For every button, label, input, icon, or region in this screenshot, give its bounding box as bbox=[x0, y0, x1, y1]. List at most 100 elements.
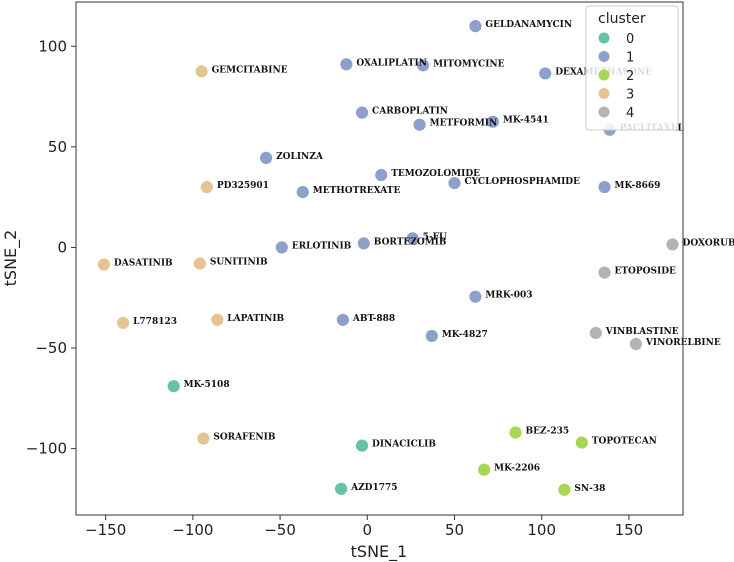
plot-frame bbox=[75, 1, 684, 516]
point-label: DASATINIB bbox=[114, 259, 173, 269]
point-label: PD325901 bbox=[217, 181, 269, 191]
legend-marker-0 bbox=[598, 32, 610, 44]
x-tick-label: 50 bbox=[445, 521, 464, 539]
legend-label-3: 3 bbox=[626, 88, 634, 103]
y-tick-label: 0 bbox=[57, 238, 67, 256]
x-axis-label: tSNE_1 bbox=[351, 542, 408, 562]
point-mk-8669 bbox=[597, 180, 612, 194]
x-tick-label: −100 bbox=[172, 521, 213, 539]
point-dexamethasone bbox=[538, 66, 553, 81]
point-cyclophosphamide bbox=[447, 176, 462, 190]
point-mk-5108 bbox=[166, 379, 181, 394]
point-pd325901 bbox=[199, 180, 214, 194]
point-label: ETOPOSIDE bbox=[615, 267, 677, 277]
point-lapatinib bbox=[210, 312, 225, 327]
legend-entries: 0 1 2 3 4 bbox=[598, 32, 634, 121]
legend-label-2: 2 bbox=[626, 69, 634, 84]
point-geldanamycin bbox=[468, 19, 483, 34]
point-label: GELDANAMYCIN bbox=[485, 20, 572, 30]
point-etoposide bbox=[597, 265, 612, 280]
point-topotecan bbox=[574, 435, 589, 450]
legend-marker-1 bbox=[598, 51, 610, 62]
point-doxorubicin bbox=[665, 237, 680, 252]
point-oxaliplatin bbox=[339, 57, 354, 72]
point-label: MK-8669 bbox=[615, 181, 661, 191]
legend-label-0: 0 bbox=[626, 32, 634, 47]
point-vinblastine bbox=[588, 326, 603, 340]
point-sunitinib bbox=[192, 256, 207, 271]
point-methotrexate bbox=[295, 185, 310, 200]
legend-label-1: 1 bbox=[626, 51, 634, 66]
point-mk-2206 bbox=[477, 462, 492, 477]
point-label: MK-4541 bbox=[503, 116, 549, 126]
point-dasatinib bbox=[97, 257, 111, 272]
point-label: MK-4827 bbox=[442, 330, 488, 340]
point-label: DOXORUBICIN bbox=[683, 238, 734, 248]
point-azd1775 bbox=[334, 481, 349, 496]
point-label: TEMOZOLOMIDE bbox=[391, 169, 480, 179]
y-tick-label: 50 bbox=[48, 138, 67, 156]
legend-label-4: 4 bbox=[626, 106, 634, 121]
point-vinorelbine bbox=[629, 337, 643, 351]
y-tick-label: −50 bbox=[35, 339, 67, 357]
legend-title: cluster bbox=[598, 11, 646, 27]
legend: cluster 0 1 2 3 4 bbox=[585, 5, 679, 131]
point-bortezomib bbox=[356, 236, 371, 251]
x-tick-label: 0 bbox=[363, 521, 373, 539]
point-label: LAPATINIB bbox=[227, 314, 284, 324]
x-tick-label: −50 bbox=[264, 521, 296, 539]
point-metformin bbox=[412, 117, 427, 132]
point-mrk-003 bbox=[468, 289, 483, 304]
point-gemcitabine bbox=[194, 64, 209, 79]
y-tick-label: −100 bbox=[26, 440, 67, 458]
point-label: GEMCITABINE bbox=[212, 65, 288, 75]
point-mitomycine bbox=[416, 58, 431, 73]
point-sorafenib bbox=[196, 431, 211, 446]
point-temozolomide bbox=[374, 168, 389, 182]
point-label: VINBLASTINE bbox=[605, 327, 679, 337]
plot-background bbox=[76, 2, 683, 515]
point-label: BEZ-235 bbox=[526, 427, 570, 437]
x-tick-label: 100 bbox=[527, 521, 556, 539]
point-label: MK-5108 bbox=[184, 380, 230, 390]
point-label: ABT-888 bbox=[352, 314, 395, 324]
point-erlotinib bbox=[274, 240, 289, 255]
point-label: CYCLOPHOSPHAMIDE bbox=[465, 177, 581, 187]
point-label: ERLOTINIB bbox=[292, 241, 352, 251]
point-zolinza bbox=[259, 151, 274, 165]
point-label: MITOMYCINE bbox=[433, 59, 505, 69]
point-label: DINACICLIB bbox=[372, 440, 436, 450]
y-axis: −100 −50 0 50 100 bbox=[26, 37, 76, 458]
point-carboplatin bbox=[355, 105, 369, 120]
legend-marker-2 bbox=[598, 69, 610, 81]
point-label: SN-38 bbox=[574, 484, 605, 494]
point-label: METFORMIN bbox=[430, 119, 498, 129]
y-axis-label: tSNE_2 bbox=[1, 230, 21, 287]
point-label: MRK-003 bbox=[485, 291, 532, 301]
point-label: OXALIPLATIN bbox=[356, 58, 427, 68]
point-sn-38 bbox=[557, 482, 572, 497]
x-axis: −150 −100 −50 0 50 100 150 bbox=[85, 515, 643, 539]
point-label: L778123 bbox=[133, 317, 177, 327]
point-dinaciclib bbox=[355, 438, 369, 453]
x-tick-label: −150 bbox=[85, 521, 126, 539]
point-label: BORTEZOMIB bbox=[374, 237, 447, 247]
points-layer bbox=[97, 19, 680, 497]
point-mk-4541 bbox=[485, 114, 500, 129]
point-5-fu bbox=[405, 231, 420, 246]
point-label: MK-2206 bbox=[494, 464, 540, 474]
point-label: SUNITINIB bbox=[210, 258, 268, 268]
y-tick-label: 100 bbox=[38, 37, 67, 55]
point-l778123 bbox=[116, 315, 130, 330]
point-bez-235 bbox=[508, 425, 523, 440]
point-label: ZOLINZA bbox=[276, 152, 324, 162]
point-label: CARBOPLATIN bbox=[372, 107, 448, 117]
x-tick-label: 150 bbox=[615, 521, 644, 539]
point-label: METHOTREXATE bbox=[313, 186, 401, 196]
legend-marker-4 bbox=[598, 106, 610, 118]
point-label: AZD1775 bbox=[350, 483, 397, 493]
point-label: TOPOTECAN bbox=[592, 437, 657, 447]
point-mk-4827 bbox=[424, 329, 439, 343]
point-label: 5-FU bbox=[423, 232, 447, 242]
